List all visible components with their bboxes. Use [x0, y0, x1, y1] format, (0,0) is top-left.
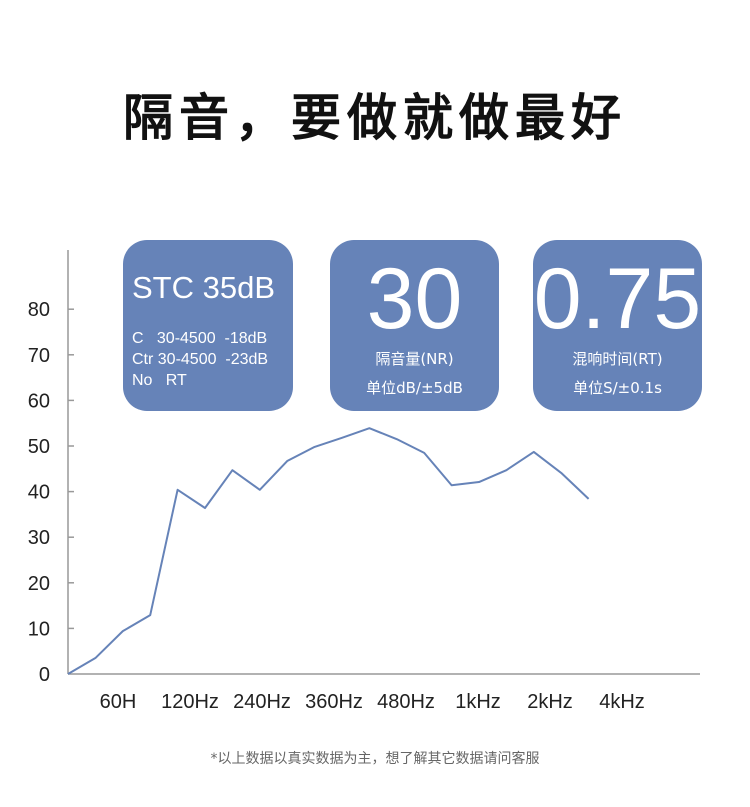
x-tick-label: 1kHz — [455, 691, 501, 713]
x-tick-label: 60H — [100, 691, 137, 713]
stc-details: C 30-4500 -18dB Ctr 30-4500 -23dB No RT — [132, 328, 268, 391]
y-tick-label: 50 — [28, 436, 50, 458]
rt-value: 0.75 — [533, 251, 702, 347]
stc-line: C 30-4500 -18dB — [132, 330, 268, 347]
stc-card: STC 35dB C 30-4500 -18dB Ctr 30-4500 -23d… — [123, 240, 293, 411]
nr-label: 隔音量(NR) — [375, 350, 454, 368]
x-tick-label: 360Hz — [305, 691, 363, 713]
x-tick-label: 120Hz — [161, 691, 219, 713]
y-tick-label: 40 — [28, 482, 50, 504]
stc-heading: STC 35dB — [132, 270, 276, 305]
rt-label: 混响时间(RT) — [572, 350, 663, 368]
page-title: 隔音，要做就做最好 — [123, 89, 627, 147]
footnote: *以上数据以真实数据为主，想了解其它数据请问客服 — [210, 751, 540, 767]
x-tick-label: 240Hz — [233, 691, 291, 713]
nr-value: 30 — [366, 251, 463, 347]
stc-line: No RT — [132, 372, 187, 389]
y-tick-label: 30 — [28, 527, 50, 549]
rt-unit: 单位S/±0.1s — [573, 379, 662, 397]
y-tick-label: 60 — [28, 390, 50, 412]
y-tick-label: 0 — [39, 664, 50, 686]
nr-card: 30 隔音量(NR) 单位dB/±5dB — [330, 240, 499, 411]
nr-unit: 单位dB/±5dB — [366, 379, 463, 397]
rt-card: 0.75 混响时间(RT) 单位S/±0.1s — [533, 240, 702, 411]
y-tick-label: 80 — [28, 299, 50, 321]
x-tick-label: 4kHz — [599, 691, 645, 713]
y-tick-label: 20 — [28, 573, 50, 595]
line-chart: 0 10 20 30 40 50 60 70 80 60H 120Hz 240Hz 360Hz 480Hz… — [28, 250, 700, 713]
series-line — [67, 427, 590, 675]
y-tick-label: 70 — [28, 345, 50, 367]
x-tick-label: 2kHz — [527, 691, 573, 713]
y-tick-label: 10 — [28, 618, 50, 640]
x-tick-label: 480Hz — [377, 691, 435, 713]
stc-line: Ctr 30-4500 -23dB — [132, 351, 269, 368]
